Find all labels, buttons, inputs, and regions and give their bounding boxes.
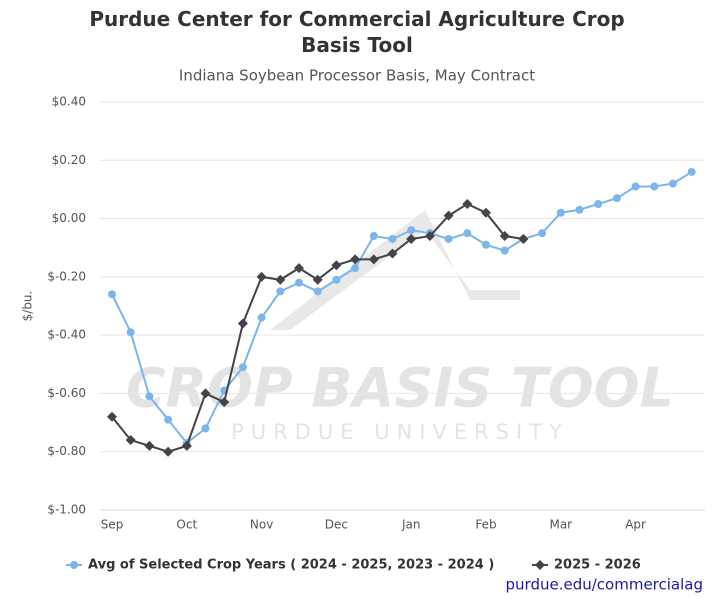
y-tick-label: $-1.00 (47, 503, 86, 517)
point (201, 424, 210, 433)
point (424, 231, 435, 242)
point (313, 287, 322, 296)
point (406, 233, 417, 244)
watermark: CROP BASIS TOOL PURDUE UNIVERSITY (126, 210, 674, 444)
y-axis-label: $/bu. (21, 291, 35, 322)
point (594, 200, 603, 208)
point (312, 274, 323, 285)
point (108, 290, 116, 299)
point (125, 435, 136, 446)
x-tick-label: Oct (176, 518, 197, 532)
point (256, 271, 267, 282)
point (669, 179, 677, 188)
point (387, 248, 398, 259)
point (350, 254, 361, 265)
point (351, 264, 360, 273)
watermark-title: CROP BASIS TOOL (126, 357, 674, 420)
point (295, 278, 303, 287)
point (275, 274, 286, 285)
point (462, 199, 473, 209)
chart-subtitle: Indiana Soybean Processor Basis, May Con… (179, 67, 535, 85)
legend-marker (70, 561, 78, 569)
point (369, 232, 378, 241)
x-tick-label: Dec (325, 518, 348, 532)
x-tick-label: Sep (101, 518, 124, 532)
point (294, 263, 304, 274)
y-tick-label: $0.00 (52, 211, 86, 225)
legend-label: Avg of Selected Crop Years ( 2024 - 2025… (88, 558, 494, 573)
x-tick-label: Feb (475, 518, 496, 532)
point (219, 397, 230, 408)
point (144, 440, 155, 451)
point (612, 194, 621, 203)
point (181, 440, 192, 451)
point (145, 392, 154, 401)
point (538, 229, 547, 238)
y-tick-label: $-0.40 (47, 328, 86, 342)
point (368, 254, 379, 265)
point (126, 328, 135, 337)
y-tick-label: $-0.60 (47, 386, 86, 400)
point (650, 182, 659, 191)
legend-label: 2025 - 2026 (554, 558, 641, 573)
point (407, 226, 416, 235)
watermark-logo (270, 210, 520, 330)
y-tick-label: $-0.80 (47, 444, 86, 458)
point (388, 234, 397, 243)
point (443, 210, 454, 221)
point (463, 229, 472, 238)
source: purdue.edu/commercialag (506, 576, 703, 594)
x-tick-label: Nov (250, 518, 273, 532)
point (332, 275, 341, 284)
point (556, 208, 565, 217)
point (499, 231, 510, 242)
point (687, 167, 696, 176)
x-tick-label: Apr (625, 518, 646, 532)
point (200, 388, 211, 399)
y-tick-label: $0.40 (52, 95, 86, 109)
point (482, 240, 490, 249)
point (575, 205, 584, 214)
point (444, 234, 453, 243)
grid (100, 101, 705, 511)
chart-title: Purdue Center for Commercial Agriculture… (89, 7, 624, 57)
point (257, 313, 266, 322)
x-tick-label: Mar (549, 518, 572, 532)
point (237, 318, 248, 329)
x-tick-label: Jan (401, 518, 421, 532)
point (164, 415, 173, 424)
y-tick-label: $0.20 (52, 153, 86, 167)
point (518, 233, 529, 244)
point (331, 260, 342, 271)
point (481, 207, 491, 218)
point (631, 182, 640, 191)
y-tick-label: $-0.20 (47, 269, 86, 283)
legend-marker (535, 560, 545, 570)
point (163, 446, 174, 457)
point (238, 363, 247, 372)
point (107, 411, 117, 422)
point (276, 287, 285, 296)
watermark-subtitle: PURDUE UNIVERSITY (231, 420, 569, 444)
point (500, 246, 509, 255)
